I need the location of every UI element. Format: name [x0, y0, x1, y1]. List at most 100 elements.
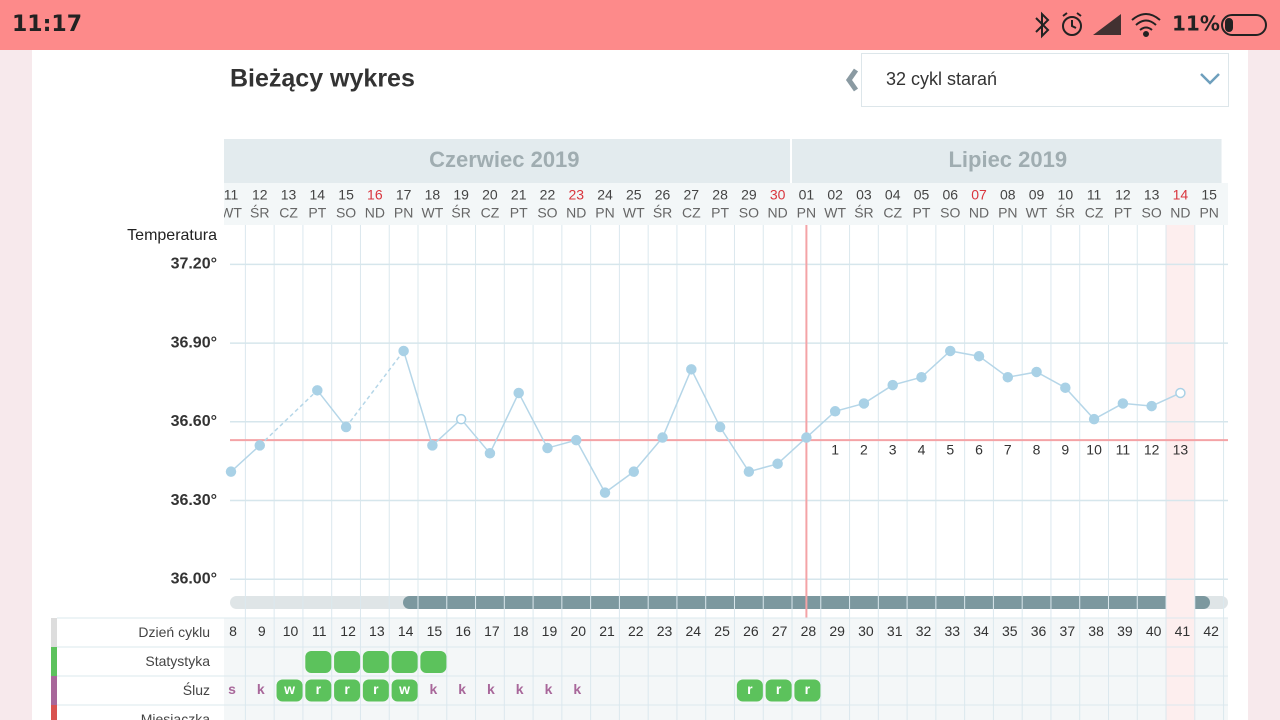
dropdown-value[interactable]: 32 cykl starań — [886, 69, 997, 89]
mucus-symbol: r — [805, 681, 811, 697]
row-color — [51, 647, 57, 676]
temperature-point — [686, 364, 697, 375]
temperature-point — [427, 440, 438, 451]
today-column — [1166, 225, 1195, 720]
temperature-point — [714, 421, 726, 433]
temperature-point — [1146, 400, 1157, 412]
day-weekday: ND — [365, 205, 385, 221]
y-tick-label: 36.60° — [171, 413, 217, 430]
temperature-point — [599, 487, 611, 498]
phase-day: 12 — [1144, 442, 1160, 458]
row-color — [51, 676, 57, 705]
row-label: Dzień cyklu — [138, 624, 210, 640]
day-weekday: ŚR — [451, 204, 470, 221]
dropdown-box[interactable] — [861, 53, 1229, 107]
day-date: 25 — [626, 187, 642, 203]
cycle-day: 15 — [427, 623, 443, 639]
cycle-day: 14 — [398, 623, 414, 639]
day-weekday: ŚR — [653, 204, 672, 221]
day-weekday: CZ — [1085, 205, 1104, 221]
temperature-point — [628, 466, 640, 477]
cycle-day: 36 — [1031, 623, 1047, 639]
day-weekday: CZ — [682, 205, 701, 221]
temperature-point — [829, 406, 841, 417]
cycle-day: 41 — [1175, 623, 1191, 639]
y-tick-label: 37.20° — [171, 256, 217, 273]
row-label-bg — [57, 676, 222, 705]
phase-day: 11 — [1116, 442, 1131, 458]
cycle-day: 31 — [887, 623, 903, 639]
status-bar — [0, 0, 1280, 50]
temperature-point — [398, 345, 409, 357]
cycle-day: 42 — [1203, 623, 1219, 639]
day-weekday: SO — [336, 205, 356, 221]
cycle-dropdown[interactable]: 32 cykl starań — [861, 53, 1229, 107]
day-date: 11 — [1087, 187, 1102, 203]
mucus-badge — [276, 679, 303, 702]
cycle-day: 21 — [599, 623, 615, 639]
mucus-symbol: k — [429, 681, 437, 697]
day-weekday: SO — [537, 205, 557, 221]
day-weekday: PT — [913, 205, 931, 221]
temperature-point — [340, 421, 352, 433]
row-color — [51, 618, 57, 647]
day-date: 08 — [1000, 187, 1016, 203]
day-weekday: ND — [1170, 205, 1190, 221]
day-date: 10 — [1058, 187, 1074, 203]
cycle-day: 40 — [1146, 623, 1162, 639]
phase-day: 3 — [889, 442, 897, 458]
mucus-badge — [305, 679, 332, 702]
day-date: 30 — [770, 187, 786, 203]
day-date: 13 — [281, 187, 297, 203]
cycle-day: 11 — [312, 623, 327, 639]
temperature-point — [312, 385, 323, 396]
day-weekday: WT — [623, 205, 645, 221]
dropdown-arrow[interactable] — [1200, 73, 1220, 85]
day-weekday: ŚR — [1056, 204, 1075, 221]
cycle-day: 34 — [973, 623, 989, 639]
statistic-badge — [420, 651, 447, 673]
temperature-point — [513, 387, 524, 399]
day-weekday: PT — [510, 205, 528, 221]
mucus-badge — [794, 679, 821, 702]
day-weekday: PN — [595, 205, 614, 221]
day-weekday: CZ — [883, 205, 902, 221]
day-weekday: SO — [739, 205, 759, 221]
cycle-day: 18 — [513, 623, 529, 639]
mucus-badge — [765, 679, 792, 702]
temperature-point — [801, 432, 812, 443]
phase-day: 5 — [946, 442, 954, 458]
phase-day: 9 — [1061, 442, 1069, 458]
statistic-badge — [334, 651, 361, 673]
plot: Czerwiec 2019 Lipiec 201911WT8s12ŚR9k13CZ… — [220, 139, 1228, 720]
mucus-symbol: k — [458, 681, 466, 697]
mucus-badge — [391, 679, 418, 702]
day-date: 13 — [1144, 187, 1160, 203]
mucus-symbol: k — [257, 681, 265, 697]
phase-day: 8 — [1033, 442, 1041, 458]
y-axis-title: Temperatura — [127, 227, 217, 244]
side: 37.20° 36.90° 36.60° 36.30° 36.00° Dzień cykl… — [51, 256, 222, 720]
cycle-day: 13 — [369, 623, 385, 639]
day-date: 27 — [684, 187, 700, 203]
mucus-symbol: r — [344, 681, 350, 697]
cycle-day: 35 — [1002, 623, 1018, 639]
day-date: 26 — [655, 187, 671, 203]
day-weekday: WT — [1026, 205, 1048, 221]
row-label-bg — [57, 705, 222, 720]
cycle-day: 37 — [1060, 623, 1076, 639]
cycle-day: 32 — [916, 623, 932, 639]
day-weekday: PN — [1199, 205, 1218, 221]
temperature-point — [887, 379, 898, 391]
cycle-day: 19 — [542, 623, 558, 639]
y-tick-label: 36.30° — [171, 492, 217, 509]
prev-cycle[interactable] — [845, 68, 859, 92]
temperature-line — [230, 350, 1181, 494]
temperature-point — [657, 432, 668, 443]
status-icons — [1035, 11, 1267, 39]
cycle-day: 24 — [686, 623, 702, 639]
day-date: 18 — [425, 187, 441, 203]
temperature-point — [225, 466, 237, 477]
day-weekday: WT — [220, 205, 242, 221]
